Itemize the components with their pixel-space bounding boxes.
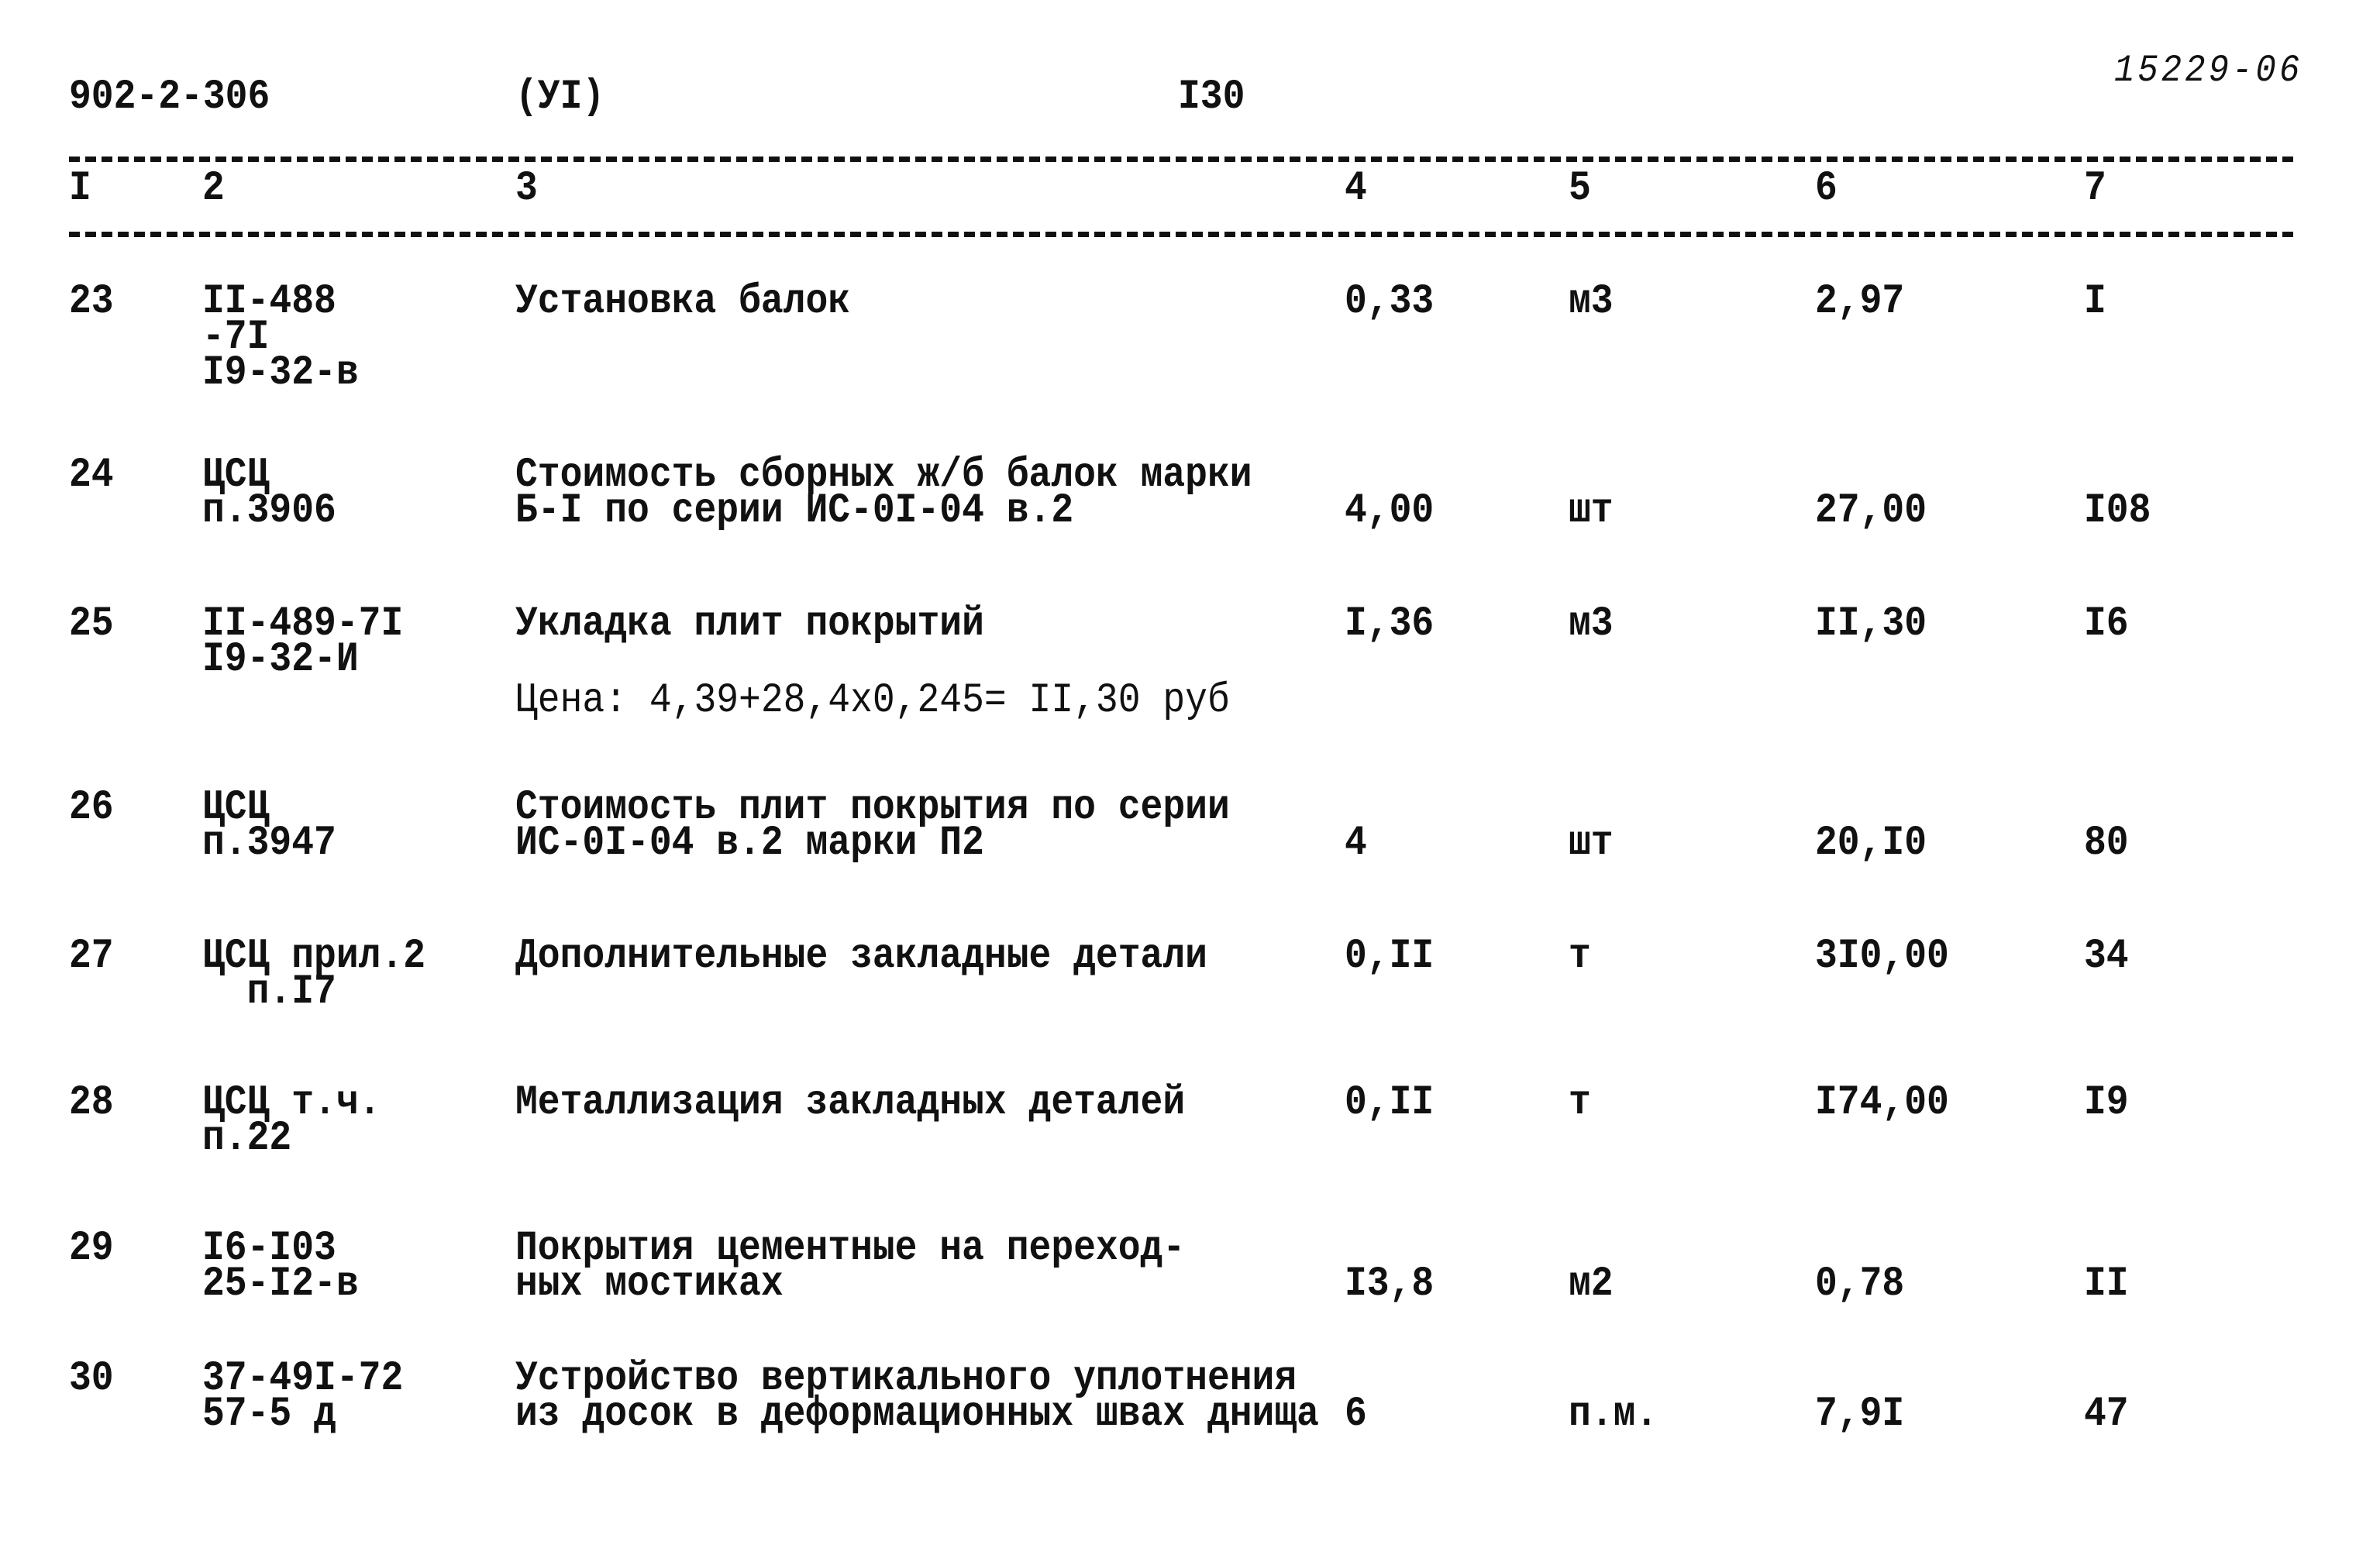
work-description: Дополнительные закладные детали [515, 933, 1207, 980]
work-description: Стоимость сборных ж/б балок марки [515, 452, 1252, 499]
unit: м3 [1569, 278, 1614, 325]
document-code: 902-2-306 [69, 74, 270, 121]
row-number: 28 [69, 1079, 114, 1127]
row-number: 27 [69, 933, 114, 980]
column-header-3: 3 [515, 165, 538, 212]
work-description: Установка балок [515, 278, 851, 325]
total-cost: 34 [2084, 933, 2129, 980]
norm-code: II-488 [202, 278, 336, 325]
work-description: Покрытия цементные на переход- [515, 1225, 1186, 1272]
norm-code: п.I7 [202, 968, 336, 1016]
norm-code: п.22 [202, 1115, 292, 1162]
norm-code: ЦСЦ [202, 784, 270, 831]
norm-code: -7I [202, 314, 270, 361]
norm-code: II-489-7I [202, 600, 404, 648]
work-description: Устройство вертикального уплотнения [515, 1355, 1297, 1402]
unit-price: 7,9I [1815, 1391, 1905, 1438]
quantity: 0,33 [1345, 278, 1435, 325]
column-header-6: 6 [1815, 165, 1838, 212]
unit: п.м. [1569, 1391, 1658, 1438]
norm-code: п.3906 [202, 487, 336, 535]
header-divider-top [69, 157, 2293, 162]
unit-price: 20,I0 [1815, 820, 1927, 867]
total-cost: I [2084, 278, 2106, 325]
header-divider-bottom [69, 232, 2293, 237]
total-cost: 80 [2084, 820, 2129, 867]
norm-code: п.3947 [202, 820, 336, 867]
quantity: 6 [1345, 1391, 1367, 1438]
norm-code: 57-5 д [202, 1391, 336, 1438]
unit: т [1569, 1079, 1591, 1127]
work-description: ИС-0I-04 в.2 марки П2 [515, 820, 984, 867]
norm-code: I6-I03 [202, 1225, 336, 1272]
norm-code: ЦСЦ [202, 452, 270, 499]
quantity: I,36 [1345, 600, 1435, 648]
unit-price: II,30 [1815, 600, 1927, 648]
unit-price: I74,00 [1815, 1079, 1949, 1127]
column-header-2: 2 [202, 165, 225, 212]
quantity: 4 [1345, 820, 1367, 867]
work-description: Укладка плит покрытий [515, 600, 984, 648]
total-cost: I08 [2084, 487, 2151, 535]
norm-code: ЦСЦ прил.2 [202, 933, 426, 980]
unit: м2 [1569, 1261, 1614, 1308]
archive-stamp: 15229-06 [2114, 49, 2303, 93]
norm-code: I9-32-в [202, 349, 359, 397]
unit-price: 2,97 [1815, 278, 1905, 325]
quantity: 0,II [1345, 1079, 1435, 1127]
row-number: 26 [69, 784, 114, 831]
quantity: 4,00 [1345, 487, 1435, 535]
unit: т [1569, 933, 1591, 980]
row-number: 23 [69, 278, 114, 325]
column-header-7: 7 [2084, 165, 2106, 212]
unit-price: 3I0,00 [1815, 933, 1949, 980]
work-description: из досок в деформационных швах днища [515, 1391, 1319, 1438]
norm-code: 37-49I-72 [202, 1355, 404, 1402]
unit: шт [1569, 487, 1614, 535]
row-number: 29 [69, 1225, 114, 1272]
total-cost: I6 [2084, 600, 2129, 648]
unit: м3 [1569, 600, 1614, 648]
unit: шт [1569, 820, 1614, 867]
total-cost: 47 [2084, 1391, 2129, 1438]
norm-code: 25-I2-в [202, 1261, 359, 1308]
norm-code: I9-32-И [202, 636, 359, 683]
work-description: Стоимость плит покрытия по серии [515, 784, 1230, 831]
column-header-4: 4 [1345, 165, 1367, 212]
total-cost: I9 [2084, 1079, 2129, 1127]
page-number: I30 [1178, 74, 1245, 121]
row-number: 25 [69, 600, 114, 648]
unit-price: 27,00 [1815, 487, 1927, 535]
column-header-1: I [69, 165, 91, 212]
work-description: ных мостиках [515, 1261, 784, 1308]
quantity: 0,II [1345, 933, 1435, 980]
unit-price: 0,78 [1815, 1261, 1905, 1308]
work-description: Металлизация закладных деталей [515, 1079, 1186, 1127]
price-note: Цена: 4,39+28,4х0,245= II,30 руб [515, 677, 1230, 724]
row-number: 24 [69, 452, 114, 499]
work-description: Б-I по серии ИС-0I-04 в.2 [515, 487, 1074, 535]
column-header-5: 5 [1569, 165, 1591, 212]
section-label: (УI) [515, 74, 605, 121]
total-cost: II [2084, 1261, 2129, 1308]
row-number: 30 [69, 1355, 114, 1402]
quantity: I3,8 [1345, 1261, 1435, 1308]
norm-code: ЦСЦ т.ч. [202, 1079, 381, 1127]
